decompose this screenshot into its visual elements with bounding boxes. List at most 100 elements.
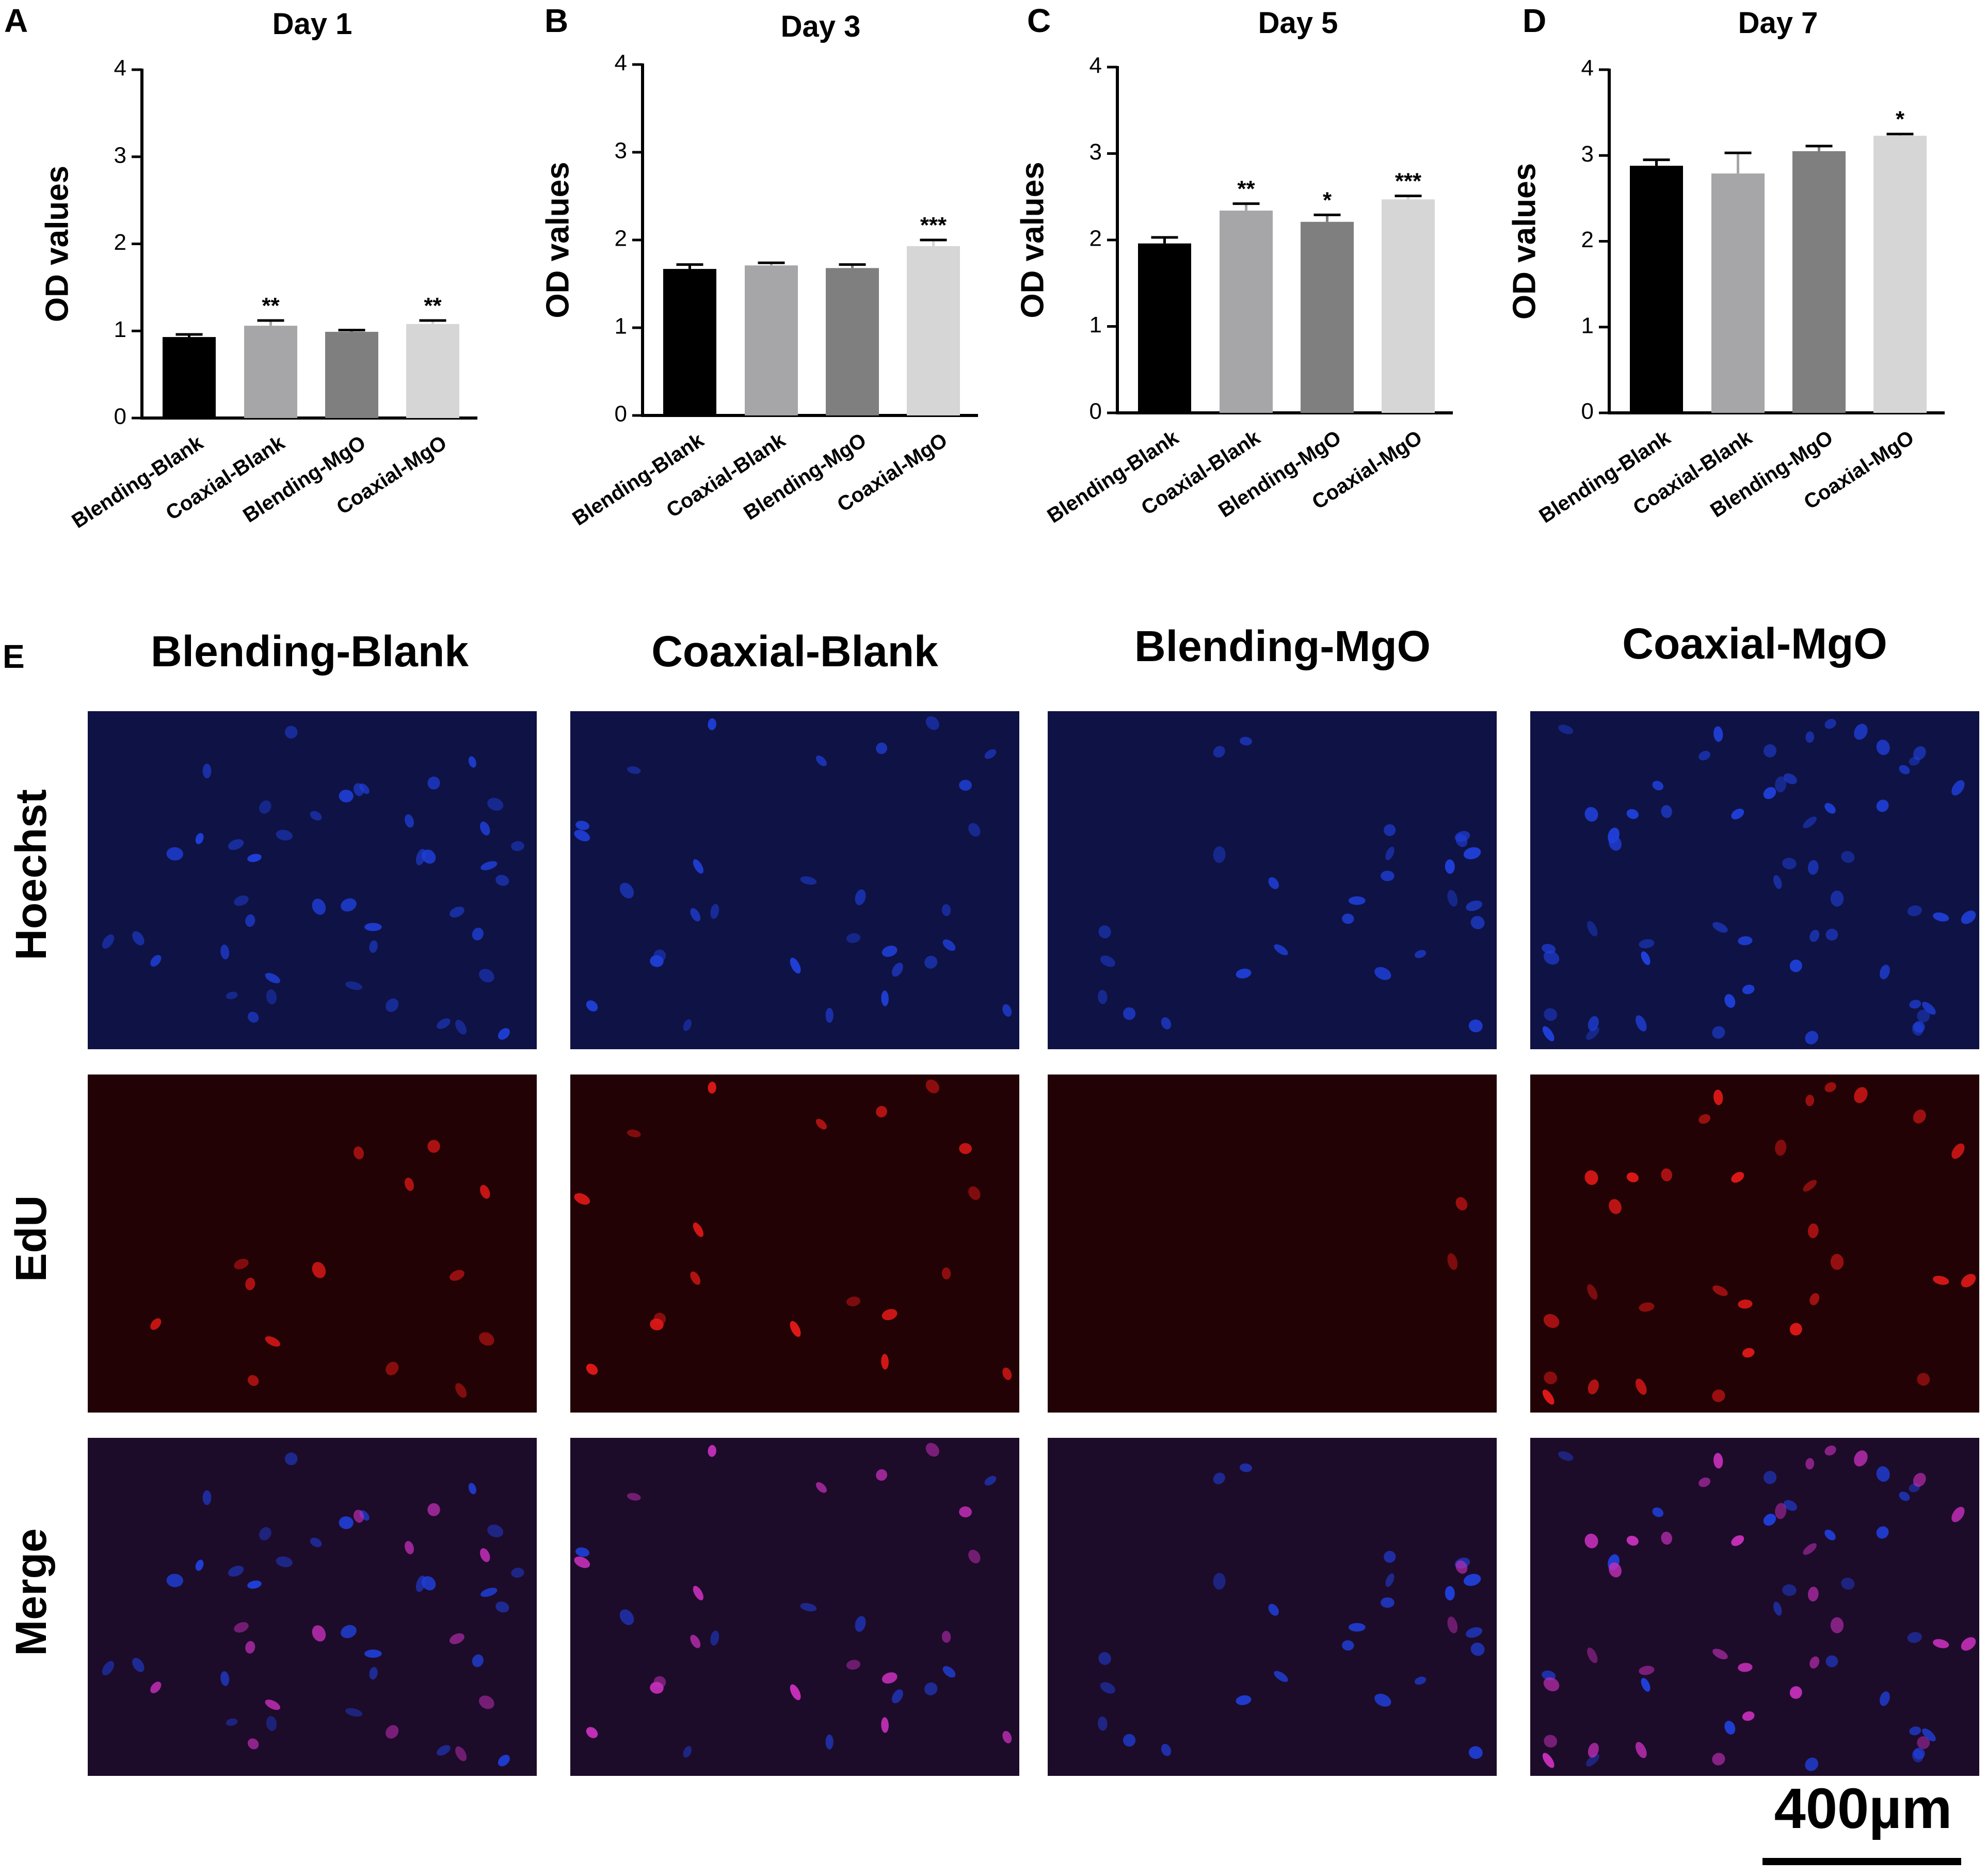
bar [1220, 211, 1273, 413]
nucleus [683, 1746, 692, 1758]
nucleus [369, 940, 378, 953]
nucleus [1544, 1371, 1558, 1385]
nucleus [1445, 859, 1455, 874]
nucleus [942, 1666, 956, 1678]
nucleus [881, 990, 889, 1006]
nucleus [1876, 799, 1889, 812]
nucleus [1830, 1254, 1844, 1270]
nucleus [1374, 967, 1391, 980]
nucleus [1587, 1284, 1598, 1300]
nucleus [1830, 1617, 1844, 1633]
nucleus [1805, 1458, 1815, 1470]
nucleus [1236, 968, 1252, 979]
bar [1138, 243, 1191, 413]
chart-1: Day 1OD values01234Blending-Blank**Coaxi… [39, 7, 477, 533]
nucleus [479, 1184, 490, 1199]
nucleus [220, 1671, 230, 1686]
micrograph-hoechst-blending-mgo [1048, 711, 1497, 1049]
panel-letter-c: C [1027, 2, 1051, 39]
nucleus [478, 1695, 494, 1709]
micrograph-hoechst-blending-blank [88, 711, 537, 1049]
nucleus [1824, 1529, 1836, 1541]
nucleus [710, 904, 719, 919]
nucleus [1917, 1373, 1930, 1386]
nucleus [693, 1585, 703, 1600]
y-tick-label: 1 [615, 314, 627, 339]
nucleus [683, 1019, 692, 1031]
nucleus [1652, 1507, 1664, 1517]
nucleus [312, 1262, 326, 1278]
nucleus [1123, 1007, 1136, 1020]
nucleus [386, 998, 399, 1012]
nucleus [881, 1717, 889, 1733]
nucleus [574, 1193, 590, 1205]
nucleus [1899, 765, 1910, 775]
nucleus [468, 1483, 476, 1495]
panel-letter-e: E [3, 638, 25, 675]
nucleus [1466, 1627, 1483, 1638]
nucleus [234, 1259, 249, 1270]
nucleus [265, 1699, 280, 1710]
nucleus [959, 1143, 972, 1155]
y-tick-label: 3 [615, 138, 627, 164]
bar [1792, 151, 1846, 413]
bar [325, 331, 378, 418]
micrograph-image [1542, 718, 1976, 1045]
nucleus [586, 1364, 598, 1375]
nucleus [364, 1649, 382, 1658]
chart-title: Day 3 [781, 10, 861, 43]
nucleus [925, 1442, 939, 1457]
nucleus [690, 1271, 701, 1285]
nucleus [1661, 805, 1672, 818]
nucleus [846, 1660, 861, 1670]
nucleus [202, 763, 212, 779]
nucleus [619, 1609, 634, 1625]
nucleus [1712, 1753, 1725, 1766]
nucleus [1913, 1021, 1925, 1033]
nucleus [815, 1482, 827, 1493]
column-title-coaxial-blank: Coaxial-Blank [651, 627, 938, 676]
nucleus [1639, 939, 1655, 949]
nucleus [247, 1738, 259, 1750]
nucleus [1830, 890, 1844, 907]
nucleus [195, 1560, 204, 1571]
nucleus [1455, 1560, 1468, 1574]
nucleus [1789, 1323, 1802, 1336]
nucleus [1803, 1543, 1817, 1555]
nucleus [468, 756, 476, 768]
nucleus [1342, 1640, 1354, 1651]
nucleus [959, 779, 972, 791]
nucleus [941, 1630, 951, 1643]
nucleus [1470, 916, 1485, 929]
nucleus [941, 904, 951, 917]
chart-title: Day 1 [273, 7, 352, 41]
micrograph-image [574, 1442, 1012, 1758]
x-tick-label: Blending-Blank [568, 428, 708, 530]
nucleus [1098, 925, 1111, 939]
nucleus [498, 1028, 510, 1040]
nucleus [310, 1537, 322, 1547]
nucleus [1913, 1109, 1926, 1124]
nucleus [1763, 1471, 1777, 1484]
nucleus [882, 1309, 898, 1321]
nucleus [405, 1177, 414, 1191]
nucleus [1543, 1314, 1560, 1328]
nucleus [575, 821, 589, 830]
nucleus [708, 1445, 716, 1457]
nucleus [234, 1622, 249, 1633]
nucleus [1731, 1172, 1744, 1183]
nucleus [1773, 1601, 1782, 1616]
nucleus [478, 1332, 494, 1346]
y-tick-label: 1 [1089, 312, 1102, 338]
micrograph-merge-coaxial-mgo [1530, 1438, 1979, 1776]
nucleus [1161, 1744, 1172, 1756]
nucleus [102, 1661, 115, 1676]
nucleus [815, 1118, 827, 1130]
nucleus [1213, 1573, 1226, 1590]
nucleus [437, 1018, 451, 1029]
nucleus [1543, 1677, 1560, 1692]
nucleus [1161, 1017, 1172, 1030]
nucleus [247, 1580, 262, 1589]
nucleus [1002, 1367, 1012, 1380]
bar [1382, 199, 1435, 413]
